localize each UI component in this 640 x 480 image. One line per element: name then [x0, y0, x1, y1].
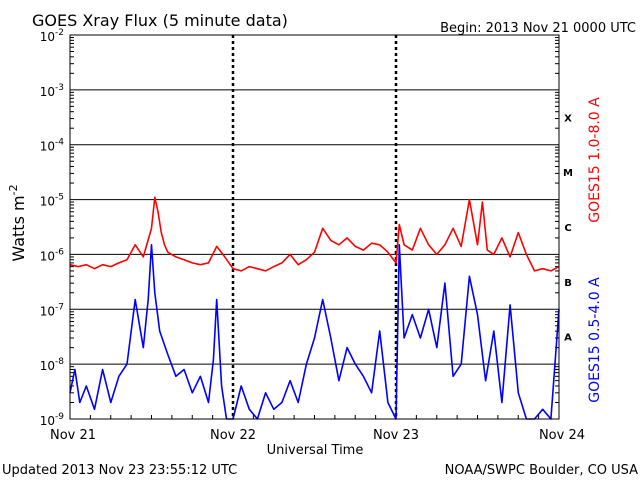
- y-tick-base: 10: [40, 140, 55, 154]
- y-tick-label: 10-8: [40, 357, 65, 373]
- legend-series-short: GOES15 0.5-4.0 A: [587, 277, 603, 403]
- y-tick-base: 10: [40, 85, 55, 99]
- x-tick-label: Nov 21: [50, 428, 96, 443]
- flare-class-label: X: [564, 113, 572, 124]
- y-tick-label: 10-6: [40, 247, 65, 263]
- flare-class-label: M: [563, 168, 573, 179]
- x-tick-label: Nov 24: [539, 428, 585, 443]
- y-tick-exponent: -8: [55, 357, 64, 367]
- y-tick-label: 10-9: [40, 412, 65, 428]
- y-axis-label: Watts m-2: [7, 184, 28, 261]
- y-tick-exponent: -6: [55, 247, 64, 257]
- y-tick-base: 10: [40, 359, 55, 373]
- legend-series-long: GOES15 1.0-8.0 A: [587, 97, 603, 223]
- y-tick-exponent: -2: [55, 28, 64, 38]
- y-tick-base: 10: [40, 249, 55, 263]
- y-tick-base: 10: [40, 30, 55, 44]
- y-axis-label-exponent: -2: [7, 184, 20, 195]
- plot-frame: [69, 34, 560, 420]
- x-axis-label: Universal Time: [267, 443, 364, 458]
- y-tick-label: 10-7: [40, 302, 64, 318]
- y-tick-exponent: -7: [55, 302, 64, 312]
- begin-time: Begin: 2013 Nov 21 0000 UTC: [440, 21, 636, 36]
- y-tick-exponent: -4: [55, 138, 64, 148]
- updated-timestamp: Updated 2013 Nov 23 23:55:12 UTC: [2, 463, 237, 478]
- series-layer: [69, 196, 560, 420]
- series-line-short: [69, 244, 560, 420]
- y-tick-exponent: -3: [55, 83, 64, 93]
- series-line-long: [69, 196, 560, 272]
- flare-class-label: B: [564, 278, 572, 289]
- flare-class-labels: A B C M X: [563, 113, 573, 343]
- y-tick-label: 10-4: [40, 138, 65, 154]
- y-tick-base: 10: [40, 304, 55, 318]
- x-tick-label: Nov 23: [373, 428, 419, 443]
- flare-class-label: A: [564, 333, 572, 344]
- chart-title: GOES Xray Flux (5 minute data): [32, 11, 288, 30]
- y-tick-labels: 10-910-810-710-610-510-410-310-2: [40, 28, 65, 428]
- flare-class-label: C: [564, 223, 571, 234]
- x-tick-label: Nov 22: [210, 428, 256, 443]
- y-tick-exponent: -5: [55, 193, 64, 203]
- plot-area: 10-910-810-710-610-510-410-310-2 Nov 21 N…: [40, 28, 585, 443]
- y-tick-label: 10-3: [40, 83, 64, 99]
- y-tick-label: 10-2: [40, 28, 64, 44]
- x-tick-labels: Nov 21 Nov 22 Nov 23 Nov 24: [50, 428, 585, 443]
- y-tick-label: 10-5: [40, 193, 64, 209]
- y-axis-label-text: Watts m: [9, 195, 28, 261]
- credit-text: NOAA/SWPC Boulder, CO USA: [445, 463, 638, 478]
- y-tick-exponent: -9: [55, 412, 64, 422]
- y-tick-base: 10: [40, 195, 55, 209]
- y-tick-base: 10: [40, 414, 55, 428]
